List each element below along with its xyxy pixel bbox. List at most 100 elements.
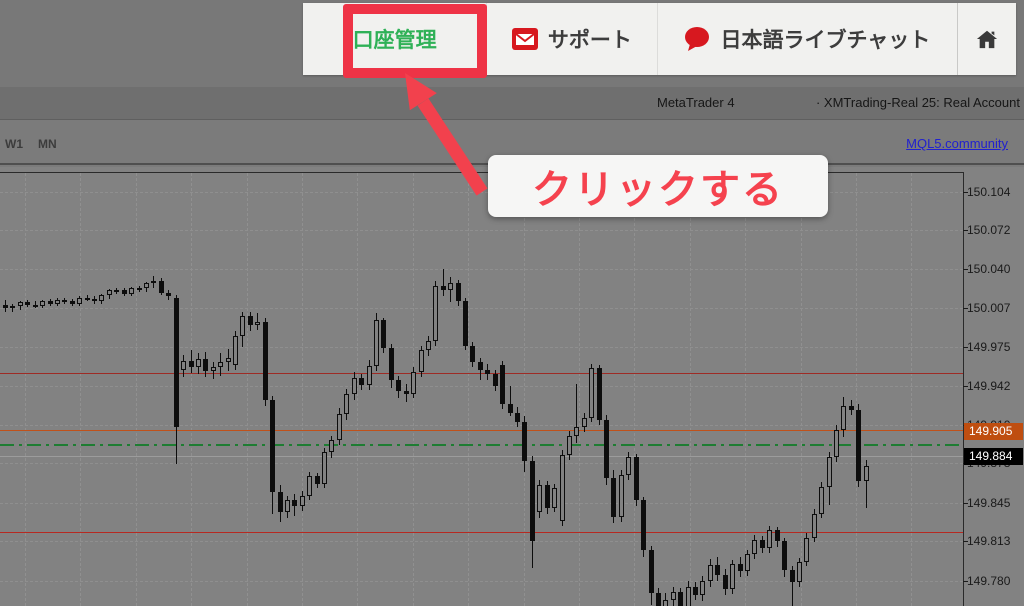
- mql5-community-link[interactable]: MQL5.community: [906, 136, 1008, 151]
- candle: [560, 454, 565, 521]
- candle: [634, 457, 639, 501]
- gridline-horizontal: [0, 386, 963, 388]
- candle: [500, 364, 505, 405]
- candle: [226, 357, 231, 363]
- axis-price-label: 149.942: [967, 379, 1011, 394]
- candle: [99, 295, 104, 302]
- candle: [211, 367, 216, 371]
- bid-price-badge: 149.884: [964, 448, 1023, 465]
- candle-wick: [35, 301, 36, 309]
- axis-price-label: 150.104: [967, 185, 1011, 199]
- indicator-line: [0, 444, 963, 447]
- axis-tick: [963, 192, 968, 193]
- candle: [738, 564, 743, 572]
- candle: [203, 358, 208, 371]
- candle: [619, 475, 624, 518]
- candle: [426, 340, 431, 351]
- candle: [730, 564, 735, 590]
- candle: [70, 301, 75, 304]
- axis-tick: [963, 386, 968, 388]
- nav-item-label: サポート: [547, 29, 632, 52]
- candle: [448, 283, 453, 291]
- candle: [285, 500, 290, 513]
- candle: [137, 288, 142, 290]
- candle: [292, 500, 297, 507]
- envelope-icon: [511, 26, 538, 52]
- gridline-vertical: [246, 173, 248, 606]
- gridline-vertical: [302, 173, 303, 606]
- candle: [515, 412, 520, 423]
- titlebar-row: MetaTrader 4 · XMTrading-Real 25: Real A…: [0, 87, 1024, 120]
- axis-tick: [963, 230, 968, 232]
- account-info: · XMTrading-Real 25: Real Account: [815, 95, 1020, 110]
- ask-price-badge: 149.905: [964, 422, 1023, 440]
- timeframe-mn-button[interactable]: MN: [38, 137, 57, 151]
- candle: [25, 302, 30, 305]
- candle: [567, 435, 572, 455]
- candle: [3, 304, 8, 309]
- candle: [359, 378, 364, 386]
- gridline-vertical: [800, 173, 802, 606]
- nav-item-support[interactable]: サポート: [486, 3, 656, 75]
- axis-tick: [963, 346, 968, 348]
- candle: [181, 361, 186, 370]
- annotation-callout: クリックする: [488, 155, 828, 217]
- axis-price-label: 149.975: [967, 339, 1011, 354]
- candle: [678, 591, 683, 606]
- candle: [337, 414, 342, 441]
- candle: [745, 554, 750, 572]
- candle: [804, 537, 809, 562]
- candle: [760, 540, 765, 549]
- gridline-horizontal: [0, 230, 963, 232]
- candle: [404, 391, 409, 394]
- gridline-horizontal: [0, 541, 963, 543]
- gridline-vertical: [25, 173, 26, 606]
- gridline-horizontal: [0, 463, 963, 465]
- axis-tick: [963, 580, 968, 582]
- candle: [322, 452, 327, 484]
- axis-tick: [963, 268, 968, 270]
- candle: [775, 530, 780, 542]
- candle: [270, 399, 275, 492]
- candle: [189, 361, 194, 368]
- candle: [478, 362, 483, 370]
- nav-item-live-chat[interactable]: 日本語ライブチャット: [656, 3, 958, 75]
- candle: [537, 484, 542, 513]
- candle: [604, 420, 609, 478]
- highlight-box: [343, 4, 487, 78]
- candle: [715, 565, 720, 575]
- nav-item-home[interactable]: [957, 3, 1016, 75]
- candle: [723, 574, 728, 590]
- candle: [827, 457, 832, 488]
- chart-frame-right: [963, 172, 964, 606]
- candle: [240, 315, 245, 336]
- candle: [144, 283, 149, 288]
- candle: [33, 304, 38, 307]
- candle: [174, 297, 179, 428]
- axis-tick: [963, 502, 968, 504]
- candle: [649, 549, 654, 593]
- nav-item-account-management[interactable]: 口座管理: [303, 3, 486, 75]
- price-chart[interactable]: 150.104 150.072 150.040 150.007 149.975 149.9…: [0, 167, 1024, 606]
- nav-item-label: 口座管理: [352, 29, 437, 52]
- candle: [218, 362, 223, 368]
- gridline-vertical: [689, 173, 691, 606]
- gridline-vertical: [523, 173, 525, 606]
- candle: [40, 301, 45, 306]
- header-band: 口座管理 サポート 日: [0, 0, 1024, 87]
- candle: [552, 488, 557, 508]
- timeframe-w1-button[interactable]: W1: [5, 137, 23, 151]
- candle: [663, 600, 668, 606]
- candle: [493, 374, 498, 387]
- candle: [485, 369, 490, 375]
- candle: [641, 500, 646, 550]
- candle: [849, 405, 854, 411]
- axis-tick: [963, 541, 968, 543]
- gridline-horizontal: [0, 346, 963, 348]
- candle: [263, 321, 268, 400]
- candle: [582, 417, 587, 428]
- candle: [10, 306, 15, 309]
- candle: [85, 297, 90, 300]
- candle: [300, 495, 305, 507]
- candle: [255, 321, 260, 326]
